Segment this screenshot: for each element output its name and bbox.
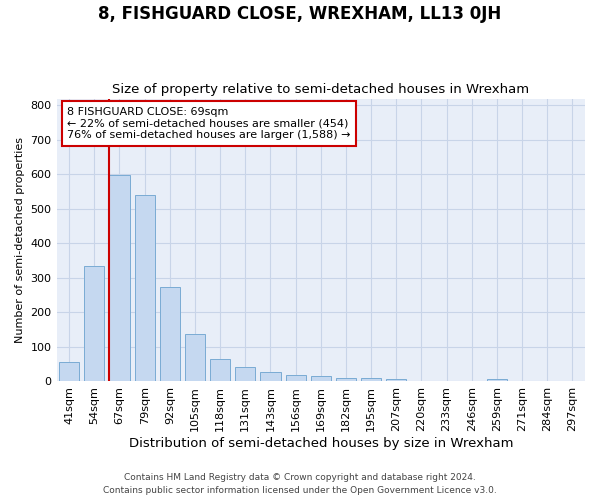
Bar bbox=[109, 175, 130, 382]
X-axis label: Distribution of semi-detached houses by size in Wrexham: Distribution of semi-detached houses by … bbox=[128, 437, 513, 450]
Bar bbox=[311, 376, 331, 382]
Bar bbox=[84, 266, 104, 382]
Bar bbox=[386, 378, 406, 382]
Bar bbox=[286, 374, 305, 382]
Bar bbox=[134, 195, 155, 382]
Text: Contains HM Land Registry data © Crown copyright and database right 2024.
Contai: Contains HM Land Registry data © Crown c… bbox=[103, 474, 497, 495]
Text: 8, FISHGUARD CLOSE, WREXHAM, LL13 0JH: 8, FISHGUARD CLOSE, WREXHAM, LL13 0JH bbox=[98, 5, 502, 23]
Bar bbox=[361, 378, 381, 382]
Y-axis label: Number of semi-detached properties: Number of semi-detached properties bbox=[15, 137, 25, 343]
Bar bbox=[210, 359, 230, 382]
Title: Size of property relative to semi-detached houses in Wrexham: Size of property relative to semi-detach… bbox=[112, 83, 529, 96]
Text: 8 FISHGUARD CLOSE: 69sqm
← 22% of semi-detached houses are smaller (454)
76% of : 8 FISHGUARD CLOSE: 69sqm ← 22% of semi-d… bbox=[67, 107, 350, 140]
Bar bbox=[185, 334, 205, 382]
Bar bbox=[336, 378, 356, 382]
Bar bbox=[260, 372, 281, 382]
Bar bbox=[235, 367, 256, 382]
Bar bbox=[160, 286, 180, 382]
Bar bbox=[487, 378, 507, 382]
Bar bbox=[59, 362, 79, 382]
